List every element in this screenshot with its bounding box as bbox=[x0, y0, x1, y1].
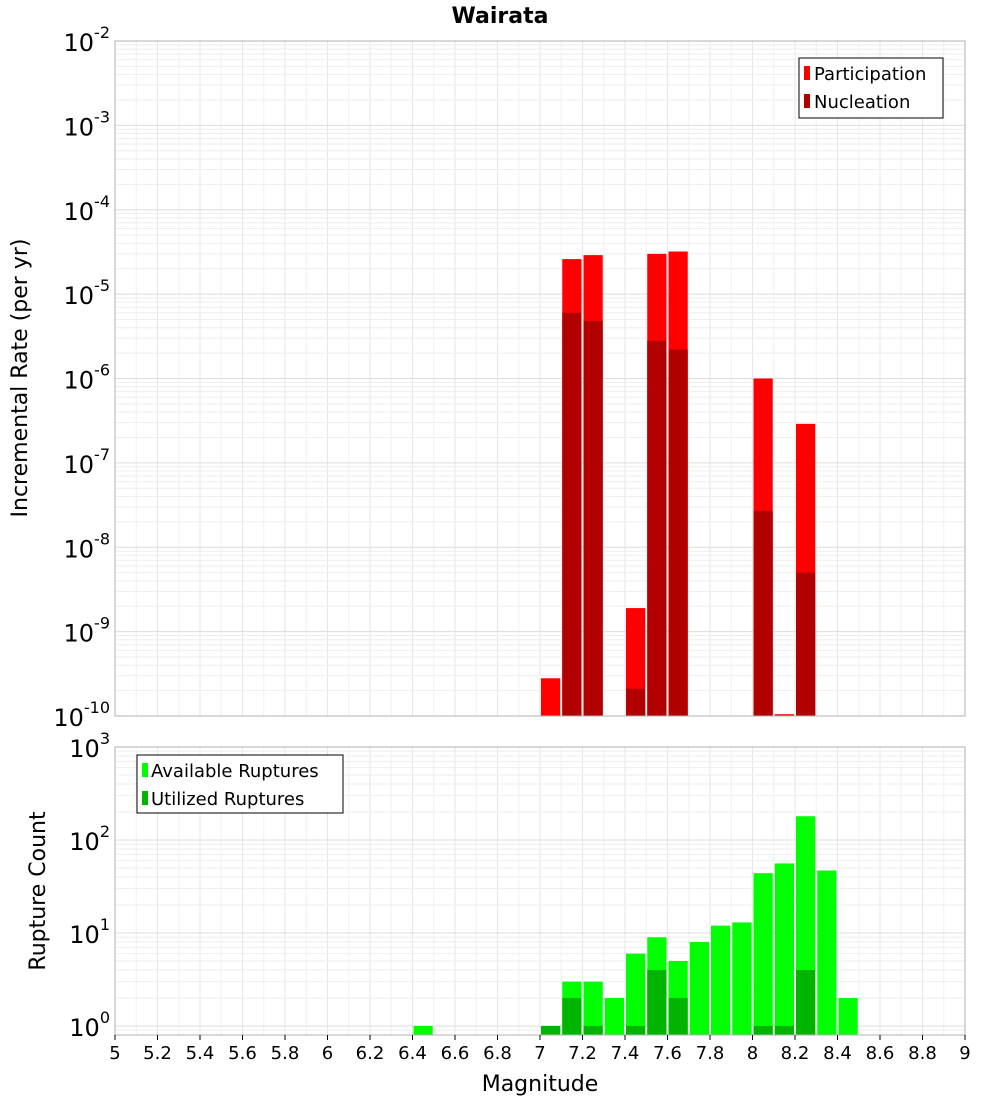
top-bar-participation bbox=[541, 678, 561, 716]
x-tick-label: 5.2 bbox=[143, 1043, 172, 1064]
top-bar-nucleation bbox=[626, 688, 646, 716]
bottom-bar-available-ruptures bbox=[583, 981, 603, 1035]
bottom-bar-available-ruptures bbox=[838, 997, 858, 1035]
x-tick-label: 6 bbox=[322, 1043, 333, 1064]
x-tick-label: 5 bbox=[109, 1043, 120, 1064]
x-tick-label: 6.6 bbox=[441, 1043, 470, 1064]
bottom-bars bbox=[413, 816, 858, 1035]
bottom-bar-utilized-ruptures bbox=[647, 969, 667, 1035]
top-y-tick-label: 10-8 bbox=[64, 529, 111, 563]
bottom-bar-utilized-ruptures bbox=[541, 1025, 561, 1035]
top-plot-panel: 10-2 10-3 10-4 10-5 10-6 10-7 10-8 10-9 10-10 In… bbox=[8, 23, 966, 732]
bottom-y-tick-label: 100 bbox=[69, 1008, 110, 1042]
top-bar-nucleation bbox=[583, 321, 603, 716]
participation-legend-swatch bbox=[804, 66, 810, 80]
top-y-axis-ticks: 10-2 10-3 10-4 10-5 10-6 10-7 10-8 10-9 10-10 bbox=[53, 23, 110, 732]
bottom-bar-available-ruptures bbox=[689, 942, 709, 1035]
available-ruptures-legend-label: Available Ruptures bbox=[151, 761, 319, 782]
x-axis-ticks: 5 5.2 5.4 5.6 5.8 6 6.2 6.4 6.6 6.8 7 7.2 7.4 7.6 7.8 8… bbox=[109, 1035, 971, 1064]
x-tick-label: 5.8 bbox=[271, 1043, 300, 1064]
top-legend: Participation Nucleation bbox=[798, 57, 944, 119]
x-tick-label: 7.8 bbox=[696, 1043, 725, 1064]
x-tick-label: 6.4 bbox=[398, 1043, 427, 1064]
top-bar-nucleation bbox=[796, 572, 816, 716]
bottom-bar-available-ruptures bbox=[604, 997, 624, 1035]
top-y-tick-label: 10-7 bbox=[64, 445, 111, 479]
top-y-tick-label: 10-2 bbox=[64, 23, 111, 57]
bottom-bar-available-ruptures bbox=[817, 870, 837, 1035]
top-y-axis-label: Incremental Rate (per yr) bbox=[8, 239, 33, 518]
x-tick-label: 9 bbox=[959, 1043, 970, 1064]
bottom-bar-available-ruptures bbox=[732, 922, 752, 1035]
top-y-tick-label: 10-6 bbox=[64, 361, 111, 395]
top-y-tick-label: 10-4 bbox=[64, 192, 111, 226]
bottom-legend-box bbox=[136, 754, 344, 814]
bottom-bar-available-ruptures bbox=[774, 863, 794, 1035]
bottom-legend: Available Ruptures Utilized Ruptures bbox=[136, 754, 344, 814]
top-bar-nucleation bbox=[562, 312, 582, 716]
bottom-bar-utilized-ruptures bbox=[562, 997, 582, 1035]
available-ruptures-legend-swatch bbox=[142, 763, 148, 777]
x-tick-label: 7 bbox=[534, 1043, 545, 1064]
bottom-bar-available-ruptures bbox=[626, 953, 646, 1035]
top-bars bbox=[541, 251, 816, 716]
bottom-bar-utilized-ruptures bbox=[626, 1025, 646, 1035]
nucleation-legend-swatch bbox=[804, 94, 810, 108]
top-legend-box bbox=[798, 57, 944, 119]
top-y-tick-label: 10-3 bbox=[64, 107, 111, 141]
bottom-bar-utilized-ruptures bbox=[583, 1025, 603, 1035]
top-plot-border bbox=[114, 40, 966, 717]
top-bar-nucleation bbox=[647, 340, 667, 716]
bottom-y-axis-ticks: 103 102 101 100 bbox=[69, 729, 110, 1042]
top-bar-nucleation bbox=[753, 510, 773, 716]
bottom-bar-available-ruptures bbox=[711, 925, 731, 1035]
x-tick-label: 8.2 bbox=[781, 1043, 810, 1064]
bottom-bar-utilized-ruptures bbox=[796, 969, 816, 1035]
utilized-ruptures-legend-label: Utilized Ruptures bbox=[151, 789, 304, 810]
x-tick-label: 7.4 bbox=[611, 1043, 640, 1064]
x-tick-label: 8.4 bbox=[823, 1043, 852, 1064]
x-tick-label: 8 bbox=[747, 1043, 758, 1064]
top-bar-participation bbox=[774, 714, 794, 716]
chart-title: Wairata bbox=[452, 4, 549, 29]
bottom-plot-panel: 103 102 101 100 5 5.2 5.4 5.6 5.8 6 6.2 6.4 6.6 6.8 7… bbox=[26, 729, 971, 1097]
x-tick-label: 7.2 bbox=[568, 1043, 597, 1064]
bottom-y-tick-label: 102 bbox=[69, 822, 110, 856]
nucleation-legend-label: Nucleation bbox=[814, 92, 910, 113]
x-tick-label: 8.6 bbox=[866, 1043, 895, 1064]
x-tick-label: 5.4 bbox=[186, 1043, 215, 1064]
x-tick-label: 5.6 bbox=[228, 1043, 257, 1064]
bottom-y-axis-label: Rupture Count bbox=[26, 811, 51, 971]
bottom-bar-utilized-ruptures bbox=[753, 1025, 773, 1035]
bottom-bar-utilized-ruptures bbox=[774, 1025, 794, 1035]
utilized-ruptures-legend-swatch bbox=[142, 791, 148, 805]
x-tick-label: 6.8 bbox=[483, 1043, 512, 1064]
top-y-tick-label: 10-5 bbox=[64, 276, 111, 310]
bottom-bar-available-ruptures bbox=[753, 873, 773, 1035]
bottom-bar-utilized-ruptures bbox=[668, 997, 688, 1035]
bottom-y-tick-label: 103 bbox=[69, 729, 110, 763]
top-grid bbox=[115, 40, 965, 717]
x-tick-label: 6.2 bbox=[356, 1043, 385, 1064]
top-y-tick-label: 10-9 bbox=[64, 614, 111, 648]
x-tick-label: 8.8 bbox=[908, 1043, 937, 1064]
top-bar-nucleation bbox=[668, 349, 688, 716]
bottom-y-tick-label: 101 bbox=[69, 915, 110, 949]
bottom-bar-available-ruptures bbox=[413, 1025, 433, 1035]
x-axis-label: Magnitude bbox=[482, 1072, 599, 1097]
x-tick-label: 7.6 bbox=[653, 1043, 682, 1064]
top-y-tick-label: 10-10 bbox=[53, 698, 110, 732]
participation-legend-label: Participation bbox=[814, 64, 926, 85]
